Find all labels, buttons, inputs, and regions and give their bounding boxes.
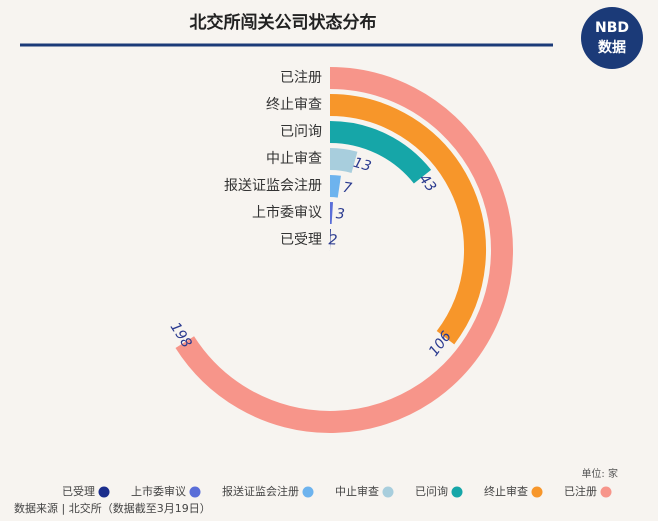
category-label: 已受理 bbox=[280, 232, 322, 248]
unit-note: 单位: 家 bbox=[581, 467, 618, 480]
category-label: 已问询 bbox=[280, 124, 322, 140]
category-label: 报送证监会注册 bbox=[224, 178, 322, 194]
value-label: 13 bbox=[351, 155, 372, 175]
legend-swatch bbox=[382, 486, 394, 498]
value-label: 3 bbox=[335, 206, 345, 223]
legend-swatch bbox=[98, 486, 110, 498]
legend-swatch bbox=[302, 486, 314, 498]
radial-bar bbox=[329, 121, 432, 184]
source-note: 数据来源 | 北交所（数据截至3月19日） bbox=[14, 501, 211, 515]
value-label: 2 bbox=[328, 232, 338, 248]
category-label: 上市委审议 bbox=[252, 204, 322, 221]
legend-label: 中止审查 bbox=[335, 484, 379, 498]
chart-title: 北交所闯关公司状态分布 bbox=[190, 12, 377, 33]
legend-label: 已受理 bbox=[62, 485, 95, 498]
category-label: 中止审查 bbox=[266, 151, 322, 167]
legend-label: 已注册 bbox=[564, 484, 597, 498]
legend-label: 上市委审议 bbox=[131, 484, 186, 498]
category-label: 终止审查 bbox=[266, 97, 322, 113]
radial-bar bbox=[329, 94, 486, 345]
legend-label: 已问询 bbox=[415, 485, 448, 498]
category-label: 已注册 bbox=[280, 70, 322, 86]
logo bbox=[581, 7, 643, 69]
legend-label: 终止审查 bbox=[484, 484, 528, 498]
legend-swatch bbox=[531, 486, 543, 498]
legend-swatch bbox=[451, 486, 463, 498]
legend-label: 报送证监会注册 bbox=[222, 484, 299, 498]
legend-swatch bbox=[189, 486, 201, 498]
radial-bar bbox=[329, 148, 358, 174]
radial-bar bbox=[329, 175, 341, 198]
logo-sub: 数据 bbox=[598, 39, 626, 56]
legend-swatch bbox=[600, 486, 612, 498]
value-label: 7 bbox=[342, 180, 353, 197]
logo-text: NBD bbox=[595, 20, 629, 36]
radial-bar bbox=[175, 67, 513, 433]
